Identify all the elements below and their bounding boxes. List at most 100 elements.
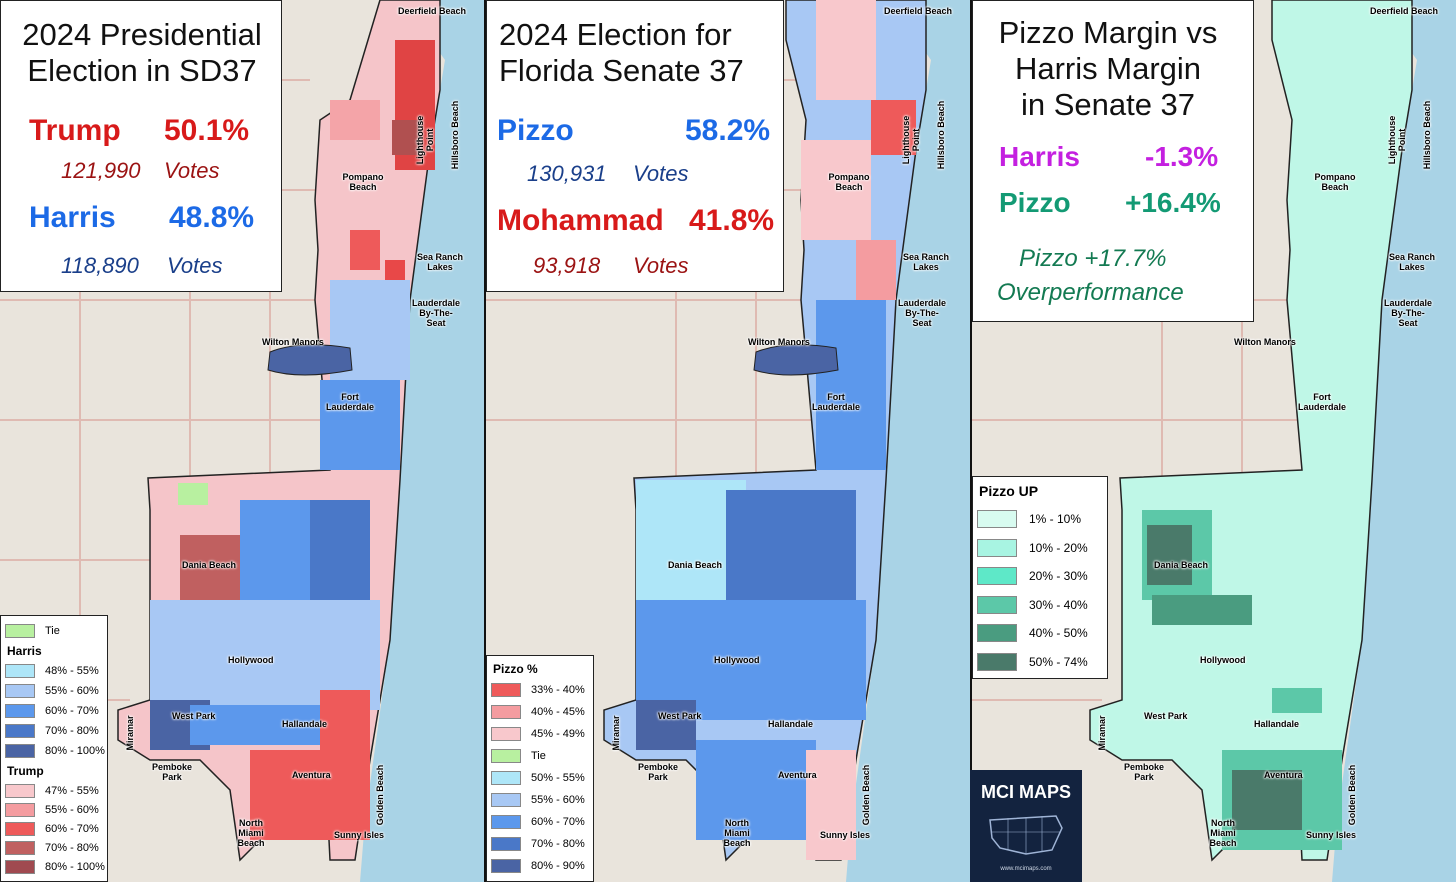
place-label: Lighthouse Point [415, 115, 435, 165]
place-label: Miramar [125, 715, 135, 751]
candidate1-pct: 50.1% [164, 114, 250, 147]
harris-margin: -1.3% [1145, 141, 1219, 172]
legend-swatch [491, 749, 521, 763]
legend-header-trump: Trump [7, 764, 44, 778]
place-label: Hallandale [768, 719, 814, 729]
place-label: Sunny Isles [1306, 830, 1357, 840]
place-label: Lighthouse Point [901, 115, 921, 165]
legend-swatch [977, 652, 1017, 671]
place-label: Golden Beach [375, 764, 385, 826]
pizzo-label: Pizzo [999, 187, 1071, 218]
legend-label: 45% - 49% [531, 728, 585, 740]
legend-swatch [5, 724, 35, 738]
legend-label: 50% - 74% [1029, 654, 1088, 669]
place-label: Sea Ranch Lakes [902, 252, 950, 272]
legend-label: 55% - 60% [45, 685, 99, 697]
legend-header: Pizzo UP [979, 483, 1039, 499]
place-label: Aventura [1264, 770, 1303, 780]
candidate2-votes: 93,918 [533, 253, 601, 278]
logo-title: MCI MAPS [981, 782, 1071, 802]
us-map-icon [989, 815, 1063, 855]
place-label: Fort Lauderdale [811, 392, 860, 412]
place-label: Pompano Beach [1314, 172, 1356, 192]
place-label: Wilton Manors [748, 337, 810, 347]
place-label: Hallandale [1254, 719, 1300, 729]
place-label: West Park [172, 711, 216, 721]
place-label: Pemboke Park [152, 762, 193, 782]
place-label: Hollywood [1200, 655, 1246, 665]
place-label: Sea Ranch Lakes [416, 252, 464, 272]
legend-header: Pizzo % [493, 662, 538, 676]
votes-label: Votes [164, 158, 220, 183]
place-label: Lighthouse Point [1387, 115, 1407, 165]
legend-label: 33% - 40% [531, 684, 585, 696]
candidate2-pct: 48.8% [169, 201, 255, 234]
place-label: Sunny Isles [820, 830, 871, 840]
legend-label: 60% - 70% [45, 823, 99, 835]
place-label: Pemboke Park [1124, 762, 1165, 782]
candidate1-votes: 130,931 [527, 161, 607, 186]
legend-swatch [5, 841, 35, 855]
place-label: Dania Beach [1154, 560, 1209, 570]
votes-label: Votes [633, 253, 689, 278]
logo-url: www.mcimaps.com [1000, 866, 1052, 872]
panel-presidential: 2024 Presidential Election in SD37 Trump… [0, 0, 484, 882]
place-label: Golden Beach [861, 764, 871, 826]
votes-label: Votes [633, 161, 689, 186]
legend-label: 80% - 90% [531, 860, 585, 872]
place-label: Miramar [1097, 715, 1107, 751]
legend-label: 70% - 80% [45, 725, 99, 737]
legend-swatch [5, 822, 35, 836]
legend-swatch [491, 815, 521, 829]
results-box: Pizzo Margin vs Harris Margin in Senate … [972, 0, 1254, 322]
place-label: Lauderdale By-The- Seat [412, 298, 461, 328]
legend-label: 48% - 55% [45, 665, 99, 677]
place-label: Hillsboro Beach [1422, 100, 1432, 170]
place-label: Pompano Beach [828, 172, 870, 192]
mci-maps-logo: MCI MAPS www.mcimaps.com [970, 770, 1082, 882]
legend-swatch [5, 684, 35, 698]
place-label: Sea Ranch Lakes [1388, 252, 1436, 272]
place-label: Hallandale [282, 719, 328, 729]
legend-swatch [977, 538, 1017, 557]
place-label: Fort Lauderdale [1297, 392, 1346, 412]
place-label: Hillsboro Beach [450, 100, 460, 170]
legend-senate: Pizzo % 33% - 40% 40% - 45% 45% - 49% Tie 50… [486, 655, 594, 882]
place-label: Pemboke Park [638, 762, 679, 782]
legend-label: 50% - 55% [531, 772, 585, 784]
legend-swatch [5, 704, 35, 718]
votes-label: Votes [167, 253, 223, 278]
panel-subtitle: Harris Margin [1014, 51, 1202, 86]
panel-subtitle: Florida Senate 37 [499, 53, 744, 88]
legend-label: 10% - 20% [1029, 540, 1088, 555]
results-box: 2024 Election for Florida Senate 37 Pizz… [486, 0, 784, 292]
place-label: North Miami Beach [723, 818, 751, 848]
place-label: West Park [1144, 711, 1188, 721]
place-label: West Park [658, 711, 702, 721]
place-label: Deerfield Beach [398, 6, 467, 16]
place-label: Lauderdale By-The- Seat [898, 298, 947, 328]
harris-label: Harris [999, 141, 1080, 172]
candidate1-votes: 121,990 [61, 158, 141, 183]
legend-swatch [491, 793, 521, 807]
legend-swatch [977, 595, 1017, 614]
legend-label: 40% - 45% [531, 706, 585, 718]
panel-senate: 2024 Election for Florida Senate 37 Pizz… [486, 0, 970, 882]
place-label: Hillsboro Beach [936, 100, 946, 170]
legend-label: 20% - 30% [1029, 569, 1088, 583]
legend-label: 80% - 100% [45, 745, 105, 757]
place-label: Fort Lauderdale [325, 392, 374, 412]
place-label: North Miami Beach [237, 818, 265, 848]
legend-swatch [977, 510, 1017, 528]
candidate1-name: Trump [29, 114, 121, 147]
legend-label: 1% - 10% [1029, 512, 1082, 526]
panel-title: 2024 Presidential [22, 17, 262, 52]
legend-swatch [5, 744, 35, 758]
place-label: Aventura [292, 770, 331, 780]
place-label: Miramar [611, 715, 621, 751]
panel-title: Pizzo Margin vs [998, 15, 1218, 50]
legend-label: Tie [531, 750, 546, 762]
place-label: Aventura [778, 770, 817, 780]
legend-label: 40% - 50% [1029, 626, 1088, 640]
